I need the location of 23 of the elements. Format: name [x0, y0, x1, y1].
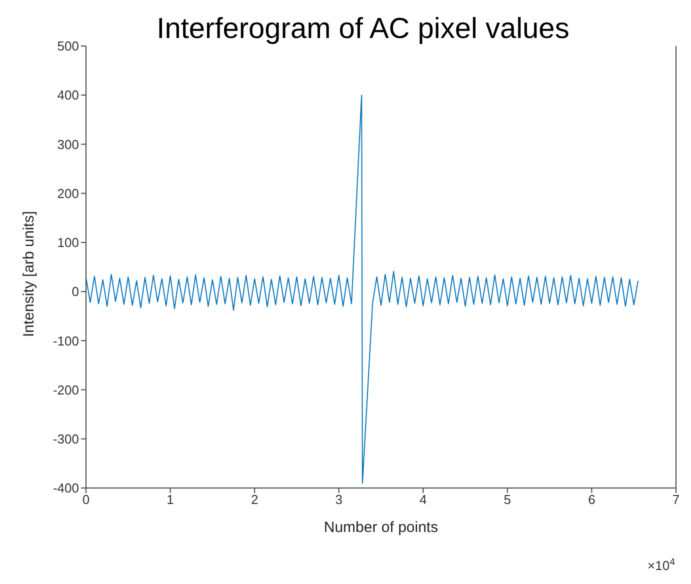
y-tick-label: 0: [72, 284, 79, 300]
y-tick-label: 300: [57, 136, 79, 152]
x-tick-label: 1: [166, 492, 174, 508]
y-tick-label: 400: [57, 88, 79, 103]
y-tick-label: -100: [52, 333, 79, 348]
x-tick-label: 7: [672, 492, 680, 508]
y-tick-label: -400: [52, 480, 79, 496]
x-tick-label: 0: [82, 492, 90, 508]
x-axis-title: Number of points: [324, 519, 438, 536]
line-series: [86, 94, 639, 484]
text: ×10$^{4}$: [648, 556, 676, 573]
chart-title: Interferogram of AC pixel values: [156, 13, 570, 45]
y-axis-title: Intensity [arb units]: [20, 211, 38, 337]
y-tick-label: -200: [52, 382, 79, 398]
y-tick-label: -300: [52, 432, 79, 447]
y-tick-label: 100: [57, 235, 79, 250]
x-tick-label: 5: [504, 492, 512, 508]
x-tick-label: 4: [420, 492, 427, 508]
x-tick-label: 2: [250, 492, 258, 508]
x-tick-label: 6: [588, 492, 596, 508]
y-tick-label: 200: [57, 186, 79, 201]
y-tick-label: 500: [57, 38, 79, 54]
x-tick-label: 3: [335, 492, 342, 508]
